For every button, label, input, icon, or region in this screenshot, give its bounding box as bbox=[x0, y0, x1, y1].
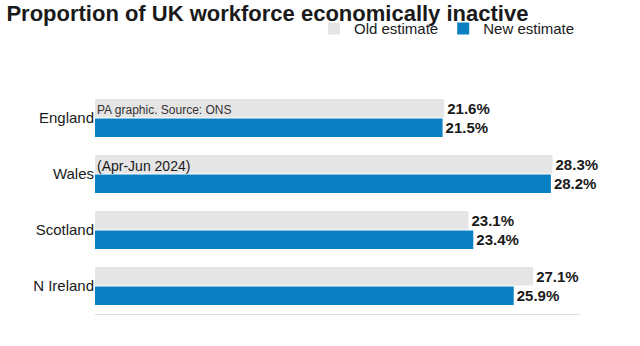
svg-text:27.1%: 27.1% bbox=[536, 268, 579, 285]
svg-text:28.2%: 28.2% bbox=[554, 175, 597, 192]
svg-text:England: England bbox=[39, 109, 94, 126]
svg-text:Scotland: Scotland bbox=[36, 221, 94, 238]
svg-text:25.9%: 25.9% bbox=[517, 287, 560, 304]
svg-text:21.5%: 21.5% bbox=[446, 119, 489, 136]
svg-text:N Ireland: N Ireland bbox=[33, 277, 94, 294]
svg-text:23.1%: 23.1% bbox=[471, 212, 514, 229]
svg-text:PA graphic. Source: ONS: PA graphic. Source: ONS bbox=[97, 103, 232, 117]
svg-text:Proportion of UK workforce eco: Proportion of UK workforce economically … bbox=[6, 1, 528, 26]
svg-text:28.3%: 28.3% bbox=[556, 156, 599, 173]
svg-text:Old estimate: Old estimate bbox=[354, 20, 438, 37]
svg-text:23.4%: 23.4% bbox=[476, 231, 519, 248]
svg-text:New estimate: New estimate bbox=[483, 20, 574, 37]
svg-text:Wales: Wales bbox=[53, 165, 94, 182]
svg-text:(Apr-Jun 2024): (Apr-Jun 2024) bbox=[97, 158, 190, 174]
svg-text:21.6%: 21.6% bbox=[447, 100, 490, 117]
